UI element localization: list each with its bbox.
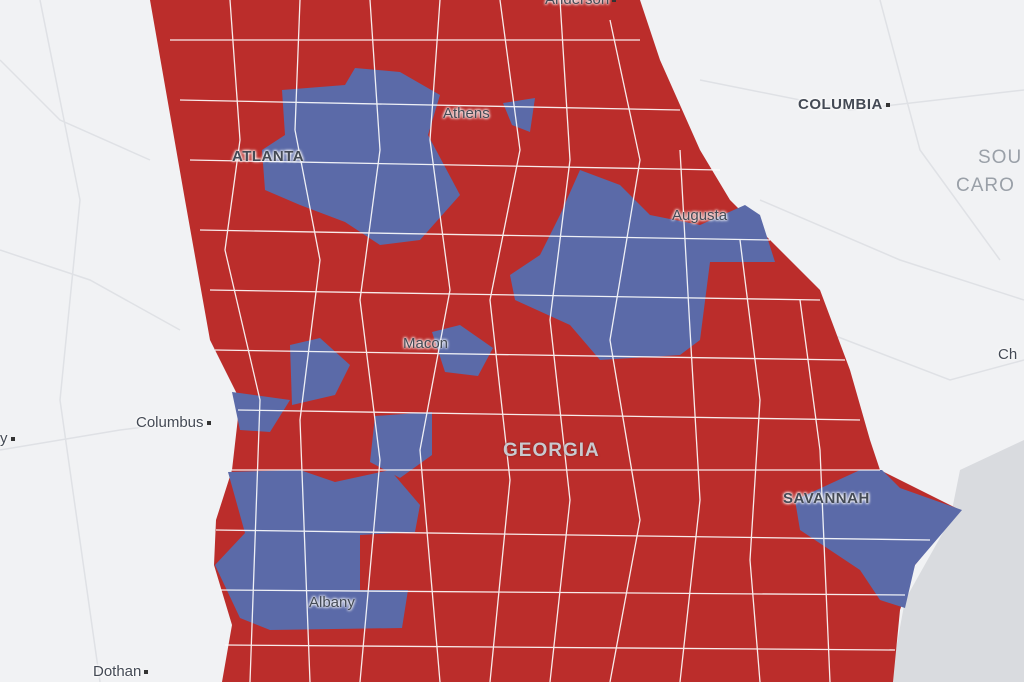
city-dot-icon [885, 103, 890, 108]
central-south-county [370, 412, 432, 478]
state-label-south-carolina-line1: SOU [978, 147, 1023, 168]
city-label-dothan: Dothan [93, 663, 149, 680]
city-dot-icon [10, 437, 15, 442]
state-label-georgia: GEORGIA [503, 440, 600, 461]
atlanta-metro-counties [262, 68, 460, 245]
state-label-south-carolina-line2: CARO [956, 175, 1015, 196]
city-label-columbus: Columbus [136, 414, 211, 431]
columbus-county [232, 392, 290, 432]
augusta-area-counties [510, 170, 775, 360]
west-central-county [290, 338, 350, 405]
city-label-savannah: SAVANNAH [783, 490, 870, 507]
city-label-athens: Athens [443, 105, 490, 122]
label-text: COLUMBIA [798, 96, 883, 113]
macon-county [432, 325, 493, 376]
label-text: y [0, 430, 8, 447]
city-dot-icon [612, 0, 617, 3]
city-dot-icon [206, 421, 211, 426]
city-label-partial-left: y [0, 430, 15, 447]
label-text: Columbus [136, 414, 204, 431]
label-text: Dothan [93, 663, 142, 680]
label-text: Anderson [545, 0, 609, 8]
city-label-albany: Albany [309, 594, 355, 611]
city-label-atlanta: ATLANTA [232, 148, 305, 165]
city-label-columbia: COLUMBIA [798, 96, 890, 113]
ocean [890, 440, 1024, 682]
city-label-macon: Macon [403, 335, 449, 352]
city-label-charleston: Ch [998, 346, 1018, 363]
city-dot-icon [144, 670, 149, 675]
county-borders [170, 0, 931, 682]
city-label-anderson: Anderson [545, 0, 617, 8]
city-label-augusta: Augusta [672, 207, 728, 224]
